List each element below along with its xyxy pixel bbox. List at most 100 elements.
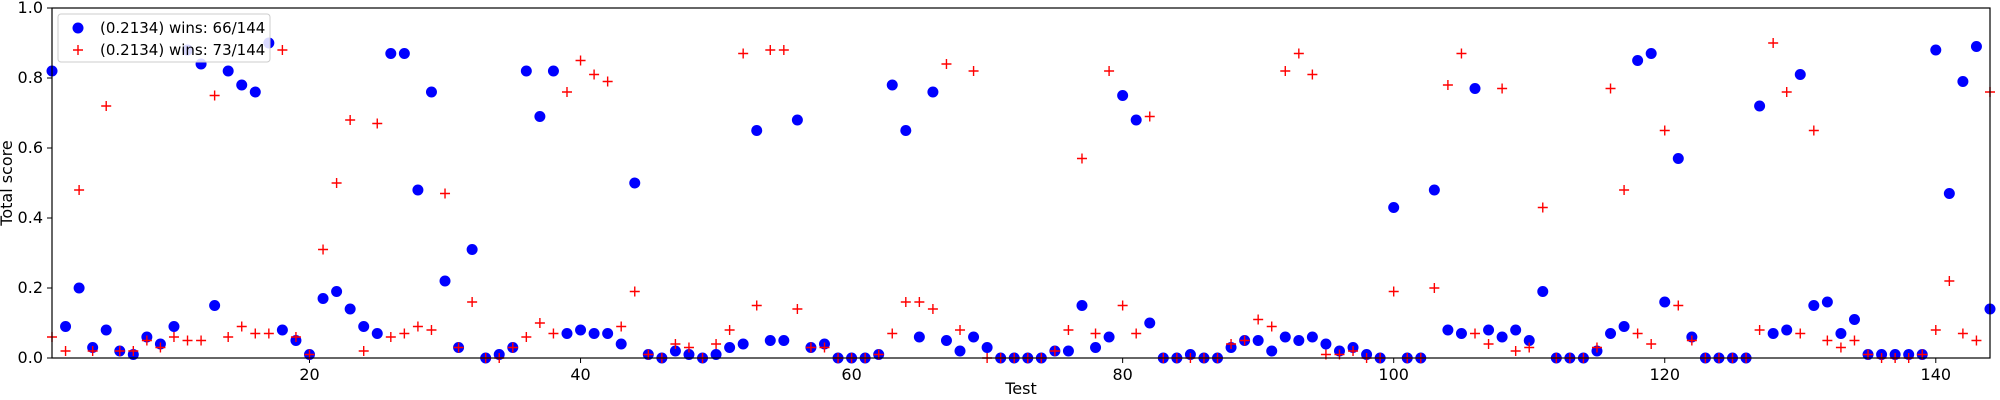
data-point bbox=[1076, 153, 1087, 164]
data-point bbox=[1646, 339, 1657, 349]
data-point bbox=[561, 328, 573, 339]
data-point bbox=[940, 335, 952, 346]
data-point bbox=[60, 321, 72, 332]
data-point bbox=[1131, 328, 1142, 339]
data-point bbox=[914, 297, 925, 307]
data-point bbox=[1103, 331, 1115, 343]
data-point bbox=[1672, 153, 1684, 164]
data-point bbox=[1659, 296, 1671, 308]
data-point bbox=[547, 65, 559, 77]
data-point bbox=[209, 300, 221, 311]
data-point bbox=[60, 346, 71, 356]
x-tick-label: 80 bbox=[1112, 365, 1132, 384]
series-1 bbox=[46, 37, 1996, 364]
data-point bbox=[534, 111, 546, 122]
data-point bbox=[1781, 87, 1792, 97]
y-axis-label: Total score bbox=[0, 140, 16, 226]
data-point bbox=[792, 304, 803, 314]
data-point bbox=[955, 325, 966, 335]
data-point bbox=[1645, 48, 1657, 59]
data-point bbox=[385, 332, 396, 342]
data-point bbox=[1388, 202, 1400, 213]
x-tick-label: 40 bbox=[570, 365, 590, 384]
data-point bbox=[277, 45, 288, 55]
data-point bbox=[236, 321, 247, 332]
data-point bbox=[1848, 314, 1860, 325]
data-point bbox=[1970, 41, 1982, 52]
data-point bbox=[521, 332, 532, 342]
data-point bbox=[724, 342, 736, 353]
data-point bbox=[440, 188, 451, 199]
data-point bbox=[819, 342, 830, 353]
data-point bbox=[372, 118, 383, 129]
data-point bbox=[751, 125, 763, 136]
x-tick-label: 140 bbox=[1921, 365, 1952, 384]
legend-label: (0.2134) wins: 66/144 bbox=[100, 19, 265, 37]
legend-label: (0.2134) wins: 73/144 bbox=[100, 41, 265, 59]
legend: (0.2134) wins: 66/144 (0.2134) wins: 73/1… bbox=[57, 13, 271, 63]
data-point bbox=[615, 338, 627, 350]
data-point bbox=[1117, 90, 1129, 101]
data-point bbox=[1523, 335, 1535, 346]
data-point bbox=[318, 244, 329, 255]
data-point bbox=[1470, 328, 1481, 339]
y-axis-ticks: 0.0 0.2 0.4 0.6 0.8 1.0 bbox=[18, 0, 52, 367]
data-point bbox=[168, 332, 179, 342]
data-point bbox=[900, 297, 911, 307]
data-point bbox=[1794, 69, 1806, 80]
data-point bbox=[1496, 331, 1508, 343]
data-point bbox=[520, 65, 532, 77]
data-point bbox=[1754, 325, 1765, 335]
data-point bbox=[1104, 66, 1115, 76]
data-point bbox=[1063, 325, 1074, 335]
data-point bbox=[602, 328, 614, 339]
data-point bbox=[1944, 276, 1955, 286]
data-point bbox=[1130, 114, 1142, 126]
y-tick-label: 0.4 bbox=[18, 208, 43, 227]
data-point bbox=[331, 178, 342, 188]
data-point bbox=[1252, 335, 1264, 346]
data-point bbox=[1835, 328, 1847, 339]
data-point bbox=[764, 335, 776, 346]
x-tick-label: 100 bbox=[1378, 365, 1409, 384]
data-point bbox=[1307, 69, 1318, 80]
data-point bbox=[561, 87, 572, 97]
data-point bbox=[1930, 325, 1941, 335]
data-point bbox=[1483, 339, 1494, 349]
data-point bbox=[1591, 342, 1602, 353]
data-point bbox=[1483, 324, 1495, 336]
data-point bbox=[548, 328, 559, 339]
data-point bbox=[128, 346, 139, 356]
data-point bbox=[1429, 283, 1440, 293]
legend-box bbox=[57, 13, 271, 63]
data-point bbox=[250, 328, 261, 339]
data-point bbox=[778, 335, 790, 346]
data-point bbox=[913, 331, 925, 343]
y-tick-label: 0.8 bbox=[18, 68, 43, 87]
data-point bbox=[791, 114, 803, 126]
data-point bbox=[1293, 48, 1304, 59]
data-point bbox=[87, 346, 98, 356]
x-axis-ticks: 20 40 60 80 100 120 140 bbox=[299, 358, 1951, 384]
data-point bbox=[1279, 331, 1291, 343]
data-point bbox=[886, 79, 898, 91]
data-point bbox=[1537, 286, 1549, 297]
data-point bbox=[575, 55, 586, 66]
y-tick-label: 0.0 bbox=[18, 348, 43, 367]
data-point bbox=[426, 325, 437, 335]
data-point bbox=[1808, 300, 1820, 311]
data-point bbox=[588, 328, 600, 339]
data-point bbox=[1144, 111, 1155, 122]
data-point bbox=[711, 339, 722, 349]
data-point bbox=[263, 328, 274, 339]
data-point bbox=[344, 303, 356, 315]
data-point bbox=[1849, 335, 1860, 346]
data-point bbox=[765, 45, 776, 55]
data-point bbox=[616, 321, 627, 332]
series-2 bbox=[47, 38, 1995, 363]
data-point bbox=[385, 48, 397, 59]
data-point bbox=[1659, 125, 1670, 136]
data-point bbox=[602, 76, 613, 87]
data-point bbox=[1320, 338, 1332, 350]
